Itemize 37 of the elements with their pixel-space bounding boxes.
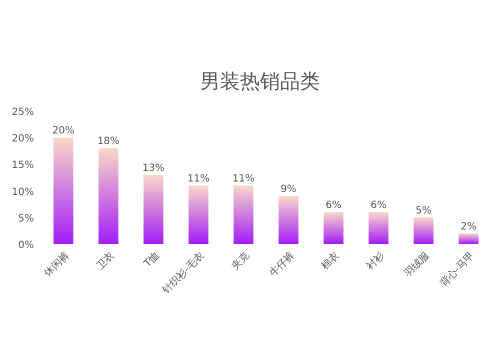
data-label: 20%: [52, 126, 75, 137]
x-tick-label: 卫衣: [94, 250, 117, 272]
data-label: 9%: [280, 184, 296, 196]
bar: [278, 196, 298, 244]
data-label: 11%: [232, 173, 255, 184]
data-label: 13%: [142, 162, 165, 174]
data-label: 6%: [326, 200, 342, 212]
x-tick-label: 休闲裤: [42, 250, 72, 280]
bar: [368, 212, 388, 244]
x-tick-label: 衬衫: [364, 250, 387, 272]
x-tick-label: 羽绒服: [402, 250, 432, 280]
data-label: 2%: [460, 221, 477, 232]
y-tick-label: 0%: [18, 240, 34, 251]
y-tick-label: 25%: [12, 107, 34, 118]
y-tick-label: 15%: [12, 160, 34, 172]
x-tick-label: T恤: [140, 250, 162, 270]
data-label: 11%: [187, 173, 210, 184]
y-tick-label: 10%: [12, 186, 34, 198]
bar: [144, 174, 164, 244]
x-tick-label: 背心-马甲: [437, 250, 477, 289]
bar: [458, 233, 478, 244]
data-label: 5%: [416, 205, 432, 216]
bar: [54, 138, 74, 244]
data-label: 6%: [370, 200, 386, 212]
bar: [234, 185, 254, 244]
chart-title: 男装热销品类: [200, 69, 320, 93]
bar: [324, 212, 344, 244]
bar: [98, 148, 118, 244]
data-label: 18%: [97, 136, 120, 148]
y-tick-label: 5%: [18, 213, 34, 224]
x-tick-label: 夹克: [228, 250, 252, 272]
x-tick-label: 棉衣: [319, 250, 342, 272]
y-tick-label: 20%: [12, 134, 34, 145]
bar: [414, 217, 434, 244]
x-tick-label: 针织衫-毛衣: [159, 250, 207, 297]
x-tick-label: 牛仔裤: [266, 250, 297, 280]
bar: [188, 185, 208, 244]
